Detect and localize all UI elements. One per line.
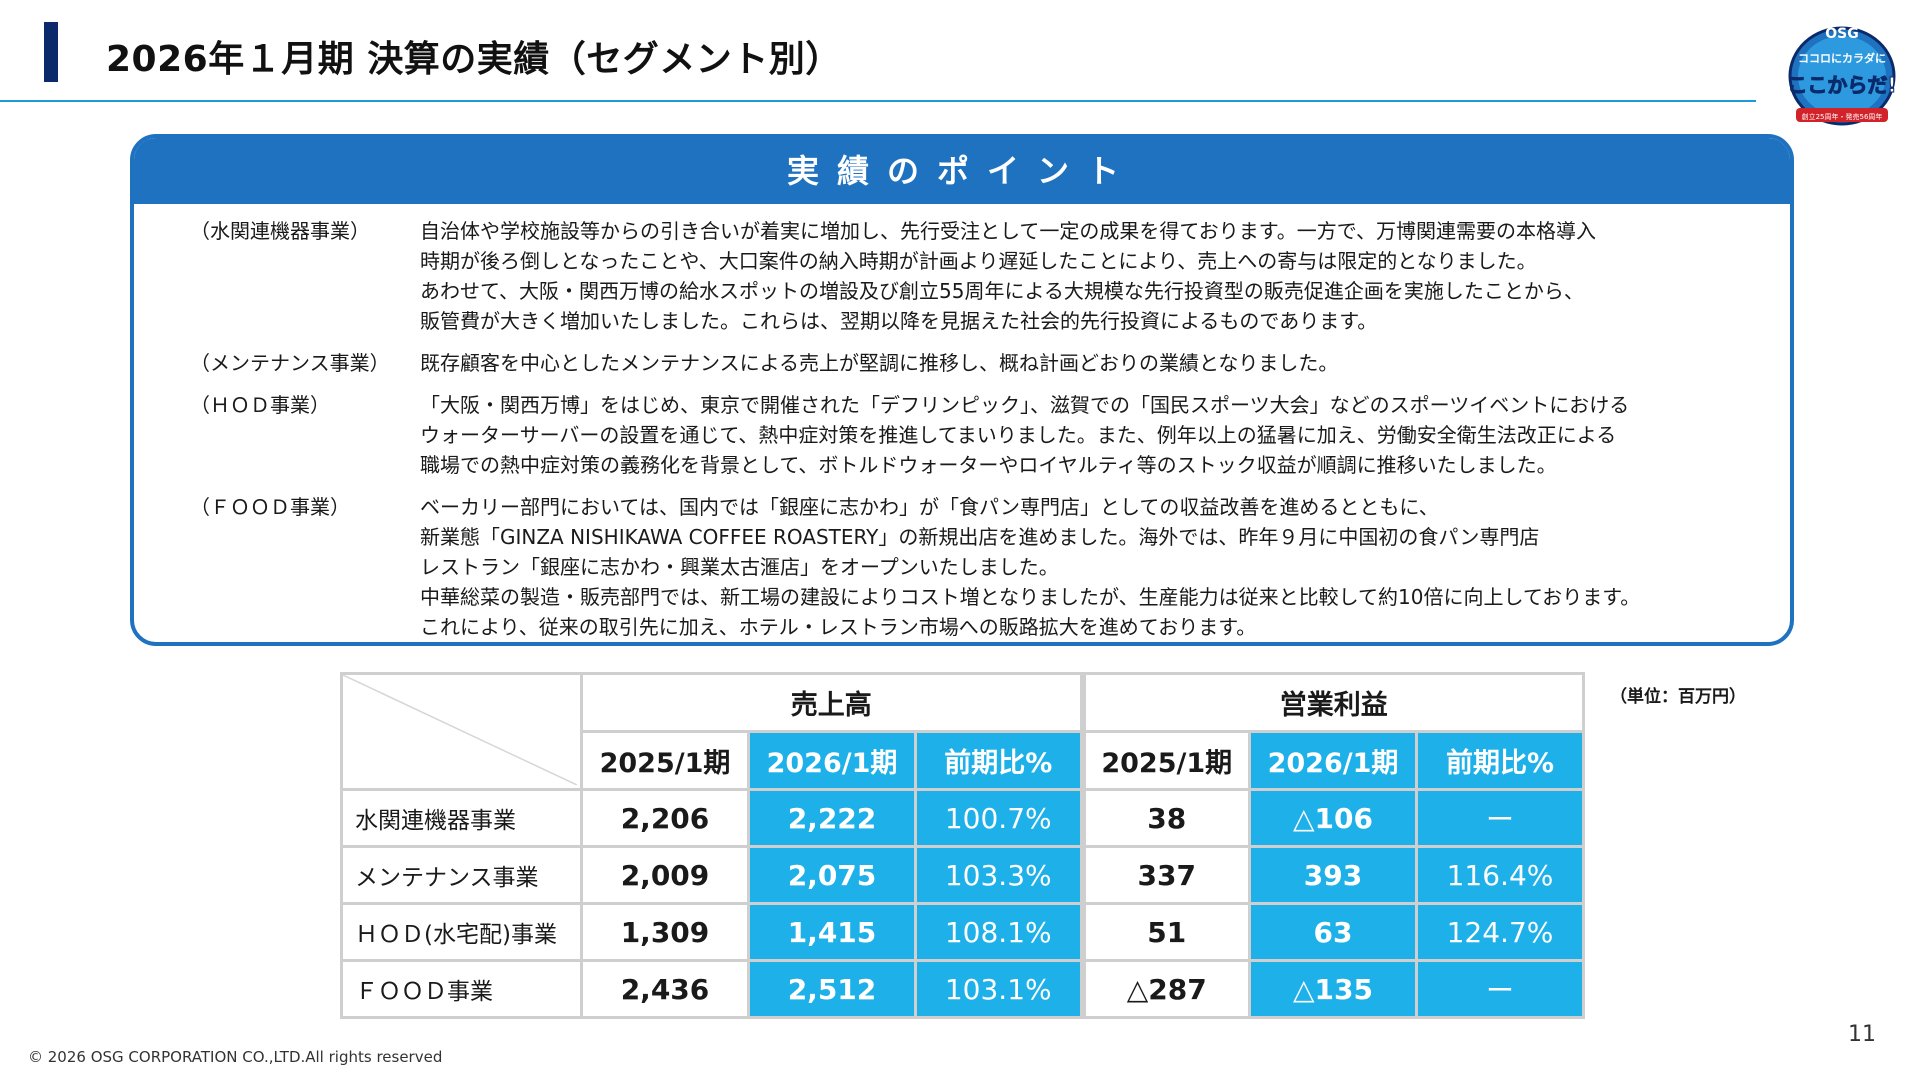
col-header-sales-2025: 2025/1期: [580, 730, 750, 791]
points-text-line: 中華総菜の製造・販売部門では、新工場の建設によりコスト増となりましたが、生産能力…: [420, 585, 1641, 609]
table-row: ＨＯＤ(水宅配)事業 1,309 1,415 108.1% 51 63 124.7%: [340, 902, 1585, 962]
cell-profit-2025: △287: [1079, 959, 1251, 1019]
table-row: 水関連機器事業 2,206 2,222 100.7% 38 △106 ー: [340, 788, 1585, 848]
points-text-line: 既存顧客を中心としたメンテナンスによる売上が堅調に推移し、概ね計画どおりの業績と…: [420, 351, 1339, 375]
points-segment-label: （ＨＯＤ事業）: [190, 393, 330, 417]
points-segment-label: （水関連機器事業）: [190, 219, 370, 243]
page-number: 11: [1848, 1022, 1876, 1047]
points-text-line: あわせて、大阪・関西万博の給水スポットの増設及び創立55周年による大規模な先行投…: [420, 279, 1584, 303]
points-text-line: 販管費が大きく増加いたしました。これらは、翌期以降を見据えた社会的先行投資による…: [420, 309, 1378, 333]
osg-campaign-logo: OSG ココロにカラダに ここからだ! 創立25周年・発売56周年: [1787, 26, 1897, 126]
points-segment-text: ベーカリー部門においては、国内では「銀座に志かわ」が「食パン専門店」としての収益…: [420, 492, 1640, 642]
row-label: メンテナンス事業: [340, 845, 583, 905]
points-segment-label: （ＦＯＯＤ事業）: [190, 495, 350, 519]
col-header-profit-2025: 2025/1期: [1079, 730, 1251, 791]
logo-tagline2: ここからだ!: [1787, 73, 1896, 97]
table-group-header-row: 売上高 営業利益: [340, 672, 1585, 791]
col-header-profit-2026: 2026/1期: [1248, 730, 1418, 791]
points-segment-text: 「大阪・関西万博」をはじめ、東京で開催された「デフリンピック」、滋賀での「国民ス…: [420, 390, 1629, 480]
points-text-line: ベーカリー部門においては、国内では「銀座に志かわ」が「食パン専門店」としての収益…: [420, 495, 1439, 519]
points-text-line: 「大阪・関西万博」をはじめ、東京で開催された「デフリンピック」、滋賀での「国民ス…: [420, 393, 1630, 417]
col-header-profit-yoy: 前期比%: [1415, 730, 1585, 791]
points-text-line: ウォーターサーバーの設置を通じて、熱中症対策を推進してまいりました。また、例年以…: [420, 423, 1617, 447]
segment-results-table: 売上高 営業利益 2025/1期 2026/1期 前期比% 2025/1期 20…: [340, 672, 1585, 1019]
unit-label: （単位：百万円）: [1610, 687, 1746, 707]
points-segment: （ＦＯＯＤ事業） ベーカリー部門においては、国内では「銀座に志かわ」が「食パン専門…: [134, 492, 1790, 642]
copyright-footer: © 2026 OSG CORPORATION CO.,LTD.All right…: [28, 1048, 443, 1066]
table-body: 水関連機器事業 2,206 2,222 100.7% 38 △106 ーメンテナンス事業 2,…: [340, 788, 1585, 1019]
points-segment-text: 自治体や学校施設等からの引き合いが着実に増加し、先行受注として一定の成果を得てお…: [420, 216, 1596, 336]
cell-profit-2026: 63: [1248, 902, 1418, 962]
table-corner-cell: [340, 672, 583, 791]
cell-sales-yoy: 103.1%: [914, 959, 1084, 1019]
cell-sales-2025: 2,436: [580, 959, 750, 1019]
cell-profit-2025: 51: [1079, 902, 1251, 962]
cell-sales-2026: 1,415: [747, 902, 917, 962]
group-header-sales: 売上高: [580, 672, 1084, 733]
title-accent-bar: [44, 22, 58, 82]
points-text-line: 職場での熱中症対策の義務化を背景として、ボトルドウォーターやロイヤルティ等のスト…: [420, 453, 1557, 477]
cell-profit-2026: △106: [1248, 788, 1418, 848]
title-divider: [0, 100, 1756, 102]
points-segment: （メンテナンス事業） 既存顧客を中心としたメンテナンスによる売上が堅調に推移し、概…: [134, 348, 1790, 378]
results-points-panel: 実績のポイント （水関連機器事業） 自治体や学校施設等からの引き合いが着実に増加し…: [130, 134, 1794, 646]
cell-profit-yoy: ー: [1415, 959, 1585, 1019]
logo-subline: 創立25周年・発売56周年: [1802, 112, 1883, 121]
points-segment: （ＨＯＤ事業） 「大阪・関西万博」をはじめ、東京で開催された「デフリンピック」、滋…: [134, 390, 1790, 480]
points-segment: （水関連機器事業） 自治体や学校施設等からの引き合いが着実に増加し、先行受注として…: [134, 216, 1790, 336]
cell-sales-yoy: 108.1%: [914, 902, 1084, 962]
points-text-line: レストラン「銀座に志かわ・興業太古滙店」をオープンいたしました。: [420, 555, 1059, 579]
points-text-line: 自治体や学校施設等からの引き合いが着実に増加し、先行受注として一定の成果を得てお…: [420, 219, 1596, 243]
cell-profit-2026: △135: [1248, 959, 1418, 1019]
cell-sales-2026: 2,075: [747, 845, 917, 905]
row-label: ＦＯＯＤ事業: [340, 959, 583, 1019]
cell-sales-2026: 2,222: [747, 788, 917, 848]
points-segment-label: （メンテナンス事業）: [190, 351, 390, 375]
table-row: ＦＯＯＤ事業 2,436 2,512 103.1% △287 △135 ー: [340, 959, 1585, 1019]
col-header-sales-yoy: 前期比%: [914, 730, 1084, 791]
cell-sales-2025: 2,206: [580, 788, 750, 848]
cell-sales-yoy: 103.3%: [914, 845, 1084, 905]
row-label: ＨＯＤ(水宅配)事業: [340, 902, 583, 962]
cell-profit-2025: 38: [1079, 788, 1251, 848]
table-row: メンテナンス事業 2,009 2,075 103.3% 337 393 116.4%: [340, 845, 1585, 905]
logo-brand: OSG: [1825, 26, 1858, 42]
cell-sales-2026: 2,512: [747, 959, 917, 1019]
corner-diagonal: [343, 675, 577, 785]
col-header-sales-2026: 2026/1期: [747, 730, 917, 791]
cell-profit-2026: 393: [1248, 845, 1418, 905]
cell-profit-yoy: 116.4%: [1415, 845, 1585, 905]
cell-sales-yoy: 100.7%: [914, 788, 1084, 848]
row-label: 水関連機器事業: [340, 788, 583, 848]
points-text-line: 時期が後ろ倒しとなったことや、大口案件の納入時期が計画より遅延したことにより、売…: [420, 249, 1537, 273]
group-header-operating-profit: 営業利益: [1079, 672, 1585, 733]
page-title: 2026年１月期 決算の実績（セグメント別）: [106, 39, 842, 80]
cell-profit-2025: 337: [1079, 845, 1251, 905]
cell-profit-yoy: 124.7%: [1415, 902, 1585, 962]
points-body: （水関連機器事業） 自治体や学校施設等からの引き合いが着実に増加し、先行受注として…: [134, 204, 1790, 642]
points-heading: 実績のポイント: [134, 138, 1790, 204]
points-text-line: 新業態「GINZA NISHIKAWA COFFEE ROASTERY」の新規出…: [420, 525, 1540, 549]
points-segment-text: 既存顧客を中心としたメンテナンスによる売上が堅調に推移し、概ね計画どおりの業績と…: [420, 348, 1338, 378]
table-year-header-row: 2025/1期 2026/1期 前期比% 2025/1期 2026/1期 前期比…: [342, 730, 1585, 791]
points-text-line: これにより、従来の取引先に加え、ホテル・レストラン市場への販路拡大を進めておりま…: [420, 615, 1257, 639]
cell-sales-2025: 2,009: [580, 845, 750, 905]
cell-sales-2025: 1,309: [580, 902, 750, 962]
logo-tagline1: ココロにカラダに: [1798, 51, 1886, 65]
cell-profit-yoy: ー: [1415, 788, 1585, 848]
